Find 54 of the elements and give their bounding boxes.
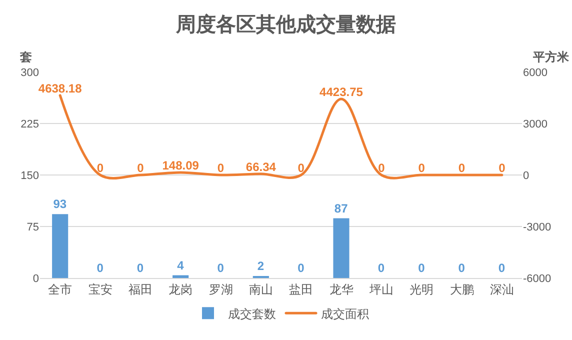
x-tick-label: 大鹏 bbox=[450, 282, 474, 296]
y-tick-label: 150 bbox=[20, 170, 39, 182]
x-tick-label: 罗湖 bbox=[208, 282, 233, 296]
x-tick-label: 福田 bbox=[128, 282, 152, 296]
data-label: 0 bbox=[96, 261, 104, 275]
bar bbox=[172, 275, 189, 278]
y2-tick-label: -3000 bbox=[523, 221, 552, 234]
data-label: 0 bbox=[498, 261, 506, 275]
y2-tick-label: 6000 bbox=[523, 66, 548, 79]
x-tick-label: 光明 bbox=[410, 282, 434, 296]
data-label: 87 bbox=[334, 201, 348, 216]
data-label: 2 bbox=[257, 259, 264, 273]
y-axis-title: 套 bbox=[19, 50, 32, 64]
data-label: 66.34 bbox=[246, 160, 276, 174]
y-tick-label: 75 bbox=[26, 221, 39, 234]
x-tick-label: 深汕 bbox=[490, 282, 514, 296]
y2-tick-label: 3000 bbox=[523, 118, 548, 130]
x-tick-label: 坪山 bbox=[368, 282, 394, 296]
data-label: 0 bbox=[298, 261, 305, 275]
y2-tick-label: 0 bbox=[523, 170, 530, 182]
data-label: 0 bbox=[298, 161, 305, 175]
data-label: 93 bbox=[53, 197, 67, 212]
y2-tick-label: -6000 bbox=[523, 272, 552, 285]
data-label: 0 bbox=[378, 261, 385, 275]
x-tick-label: 龙华 bbox=[329, 282, 354, 296]
data-label: 0 bbox=[378, 161, 386, 175]
data-label: 0 bbox=[96, 161, 104, 175]
data-label: 0 bbox=[137, 161, 144, 175]
data-label: 0 bbox=[136, 261, 144, 275]
y-tick-label: 0 bbox=[32, 272, 39, 285]
x-tick-label: 龙岗 bbox=[168, 282, 193, 296]
data-label: 0 bbox=[458, 261, 466, 275]
x-tick-label: 全市 bbox=[48, 282, 72, 296]
data-label: 4423.75 bbox=[320, 85, 364, 100]
data-label: 148.09 bbox=[162, 158, 200, 172]
legend-label: 成交套数 bbox=[228, 306, 276, 321]
data-label: 0 bbox=[418, 261, 426, 275]
x-tick-label: 宝安 bbox=[88, 282, 112, 296]
data-label: 0 bbox=[458, 161, 466, 175]
data-label: 0 bbox=[498, 161, 506, 175]
bar bbox=[52, 214, 68, 278]
y-tick-label: 225 bbox=[20, 118, 39, 130]
data-label: 4 bbox=[177, 258, 184, 272]
data-label: 0 bbox=[217, 261, 224, 275]
y-tick-label: 300 bbox=[20, 66, 39, 79]
x-tick-label: 南山 bbox=[248, 282, 273, 296]
data-label: 0 bbox=[418, 161, 426, 175]
data-label: 0 bbox=[217, 161, 224, 175]
chart-title: 周度各区其他成交量数据 bbox=[175, 13, 396, 36]
legend-label: 成交面积 bbox=[321, 306, 369, 321]
x-tick-label: 盐田 bbox=[289, 282, 314, 296]
bar bbox=[333, 218, 350, 278]
y2-axis-title: 平方米 bbox=[532, 50, 570, 64]
data-label: 4638.18 bbox=[38, 81, 82, 96]
